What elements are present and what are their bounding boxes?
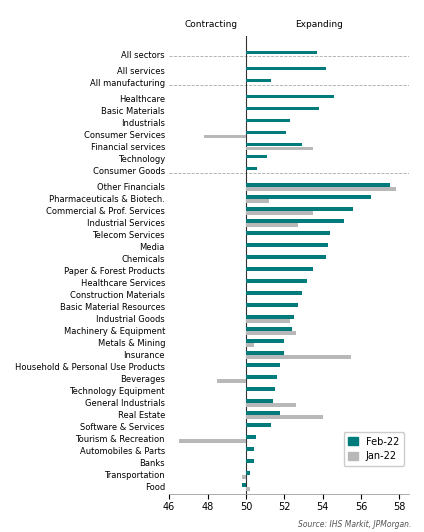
Bar [246,319,290,322]
Text: Expanding: Expanding [295,20,343,29]
Bar [246,415,323,419]
Bar [246,231,330,235]
Bar [246,147,313,151]
Bar [217,379,246,383]
Bar [246,67,326,70]
Bar [246,187,396,190]
Bar [246,243,329,246]
Bar [246,355,351,359]
Bar [204,135,246,138]
Bar [246,447,254,451]
Bar [246,267,313,271]
Bar [246,155,267,159]
Bar [246,183,390,187]
Bar [246,143,301,146]
Bar [246,487,250,491]
Bar [246,291,301,295]
Bar [246,207,353,211]
Bar [246,279,307,282]
Bar [246,107,319,111]
Text: Contracting: Contracting [185,20,238,29]
Bar [246,375,276,379]
Text: Source: IHS Markit, JPMorgan.: Source: IHS Markit, JPMorgan. [298,520,411,529]
Bar [246,223,298,227]
Bar [246,255,326,259]
Bar [179,439,246,443]
Bar [242,475,246,478]
Bar [246,387,275,390]
Bar [246,119,290,122]
Bar [246,363,280,367]
Bar [246,199,269,203]
Bar [246,95,334,98]
Bar [246,399,273,403]
Bar [242,483,246,487]
Bar [246,219,344,222]
Bar [246,211,313,214]
Bar [246,343,254,346]
Bar [246,411,280,414]
Legend: Feb-22, Jan-22: Feb-22, Jan-22 [343,431,404,466]
Bar [246,195,371,198]
Bar [246,339,284,343]
Bar [246,79,271,82]
Bar [246,315,294,319]
Bar [246,331,296,335]
Bar [246,423,271,427]
Bar [246,351,284,354]
Bar [246,435,256,438]
Bar [246,459,254,462]
Bar [246,327,292,330]
Bar [246,131,286,135]
Bar [246,303,298,306]
Bar [246,403,296,406]
Bar [246,167,257,170]
Bar [246,471,250,475]
Bar [246,51,317,54]
